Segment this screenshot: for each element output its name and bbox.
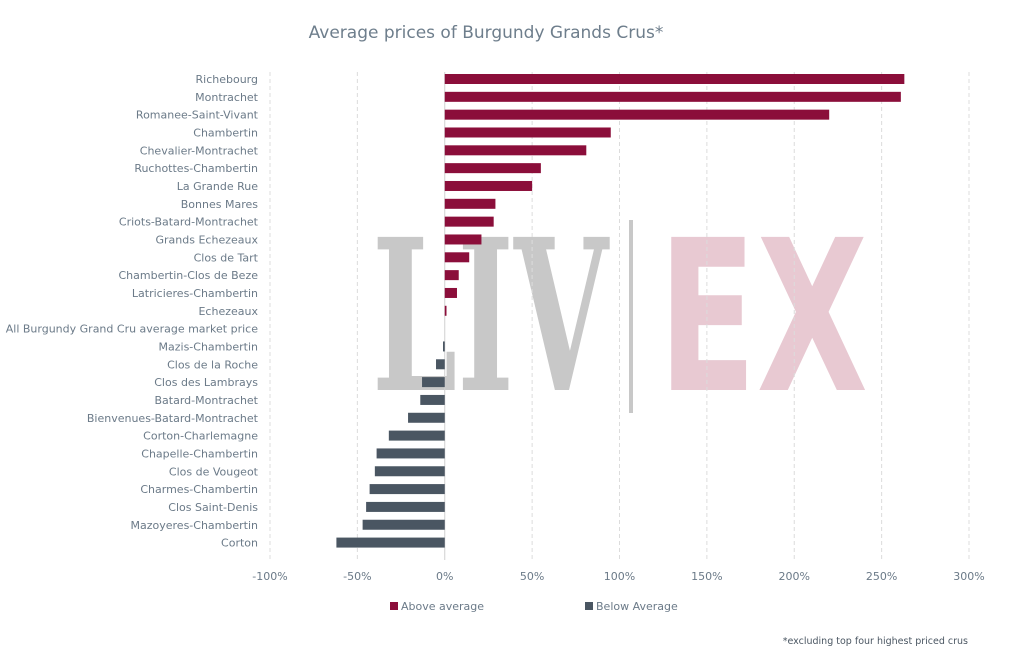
x-tick-label: -100%: [252, 570, 287, 583]
category-label: Chapelle-Chambertin: [141, 447, 258, 460]
x-axis-ticks: -100% -50% 0% 50% 100% 150% 200% 250% 300%: [252, 570, 984, 583]
category-label: Clos des Lambrays: [154, 376, 258, 389]
category-label: Latricieres-Chambertin: [132, 287, 258, 300]
legend-label-below: Below Average: [596, 600, 678, 613]
bar: [366, 501, 445, 512]
category-label: Corton: [221, 537, 258, 550]
bar: [444, 198, 496, 209]
bar: [362, 519, 445, 530]
bar: [336, 537, 445, 548]
bar: [388, 430, 445, 441]
x-tick-label: 250%: [866, 570, 897, 583]
bar: [444, 127, 611, 138]
bar: [408, 412, 445, 423]
x-tick-label: 150%: [691, 570, 722, 583]
bar: [443, 341, 445, 352]
category-label: Bienvenues-Batard-Montrachet: [87, 412, 259, 425]
bar: [444, 234, 482, 245]
category-label: Mazis-Chambertin: [159, 340, 259, 353]
x-tick-label: 0%: [436, 570, 453, 583]
category-label: All Burgundy Grand Cru average market pr…: [6, 323, 258, 336]
category-label: Clos de la Roche: [167, 358, 258, 371]
bar: [444, 91, 901, 102]
category-label: Charmes-Chambertin: [140, 483, 258, 496]
bar: [444, 252, 470, 263]
gridlines: [269, 72, 970, 560]
category-label: Batard-Montrachet: [155, 394, 259, 407]
bar: [444, 270, 459, 281]
bar: [444, 145, 587, 156]
category-label: Clos de Vougeot: [169, 465, 259, 478]
bars: [336, 74, 905, 548]
x-tick-label: 100%: [604, 570, 635, 583]
category-labels: Richebourg Montrachet Romanee-Saint-Vivant…: [6, 73, 259, 550]
category-label: Echezeaux: [198, 305, 258, 318]
legend-label-above: Above average: [401, 600, 484, 613]
bar: [436, 359, 445, 370]
bar: [444, 305, 447, 316]
x-tick-label: 50%: [520, 570, 544, 583]
footnote: *excluding top four highest priced crus: [783, 636, 968, 647]
category-label: Clos Saint-Denis: [168, 501, 258, 514]
chart-title: Average prices of Burgundy Grands Crus*: [309, 23, 664, 43]
watermark-liv: LIV: [372, 193, 610, 440]
category-label: Montrachet: [195, 91, 259, 104]
watermark-divider: [629, 220, 633, 413]
category-label: Romanee-Saint-Vivant: [136, 109, 259, 122]
bar: [444, 287, 457, 298]
watermark-ex: EX: [658, 195, 868, 440]
category-label: Clos de Tart: [194, 251, 259, 264]
category-label: Bonnes Mares: [181, 198, 258, 211]
category-label: La Grande Rue: [177, 180, 258, 193]
bar: [444, 216, 494, 227]
bar: [374, 466, 445, 477]
x-tick-label: -50%: [343, 570, 371, 583]
watermark: LIV EX: [372, 193, 868, 440]
category-label: Chevalier-Montrachet: [140, 144, 259, 157]
bar: [420, 394, 445, 405]
category-label: Criots-Batard-Montrachet: [119, 216, 259, 229]
bar: [444, 180, 533, 191]
x-tick-label: 300%: [953, 570, 984, 583]
bar: [444, 163, 541, 174]
bar: [422, 377, 445, 388]
x-tick-label: 200%: [779, 570, 810, 583]
bar: [444, 74, 905, 84]
category-label: Grands Echezeaux: [156, 233, 259, 246]
legend: Above average Below Average: [390, 600, 678, 613]
legend-swatch-above: [390, 602, 398, 610]
category-label: Chambertin-Clos de Beze: [119, 269, 259, 282]
bar: [444, 109, 830, 120]
category-label: Mazoyeres-Chambertin: [131, 519, 259, 532]
bar: [369, 484, 445, 495]
category-label: Corton-Charlemagne: [143, 430, 258, 443]
bar: [376, 448, 445, 459]
category-label: Richebourg: [196, 73, 258, 86]
legend-swatch-below: [585, 602, 593, 610]
category-label: Ruchottes-Chambertin: [134, 162, 258, 175]
category-label: Chambertin: [193, 126, 258, 139]
